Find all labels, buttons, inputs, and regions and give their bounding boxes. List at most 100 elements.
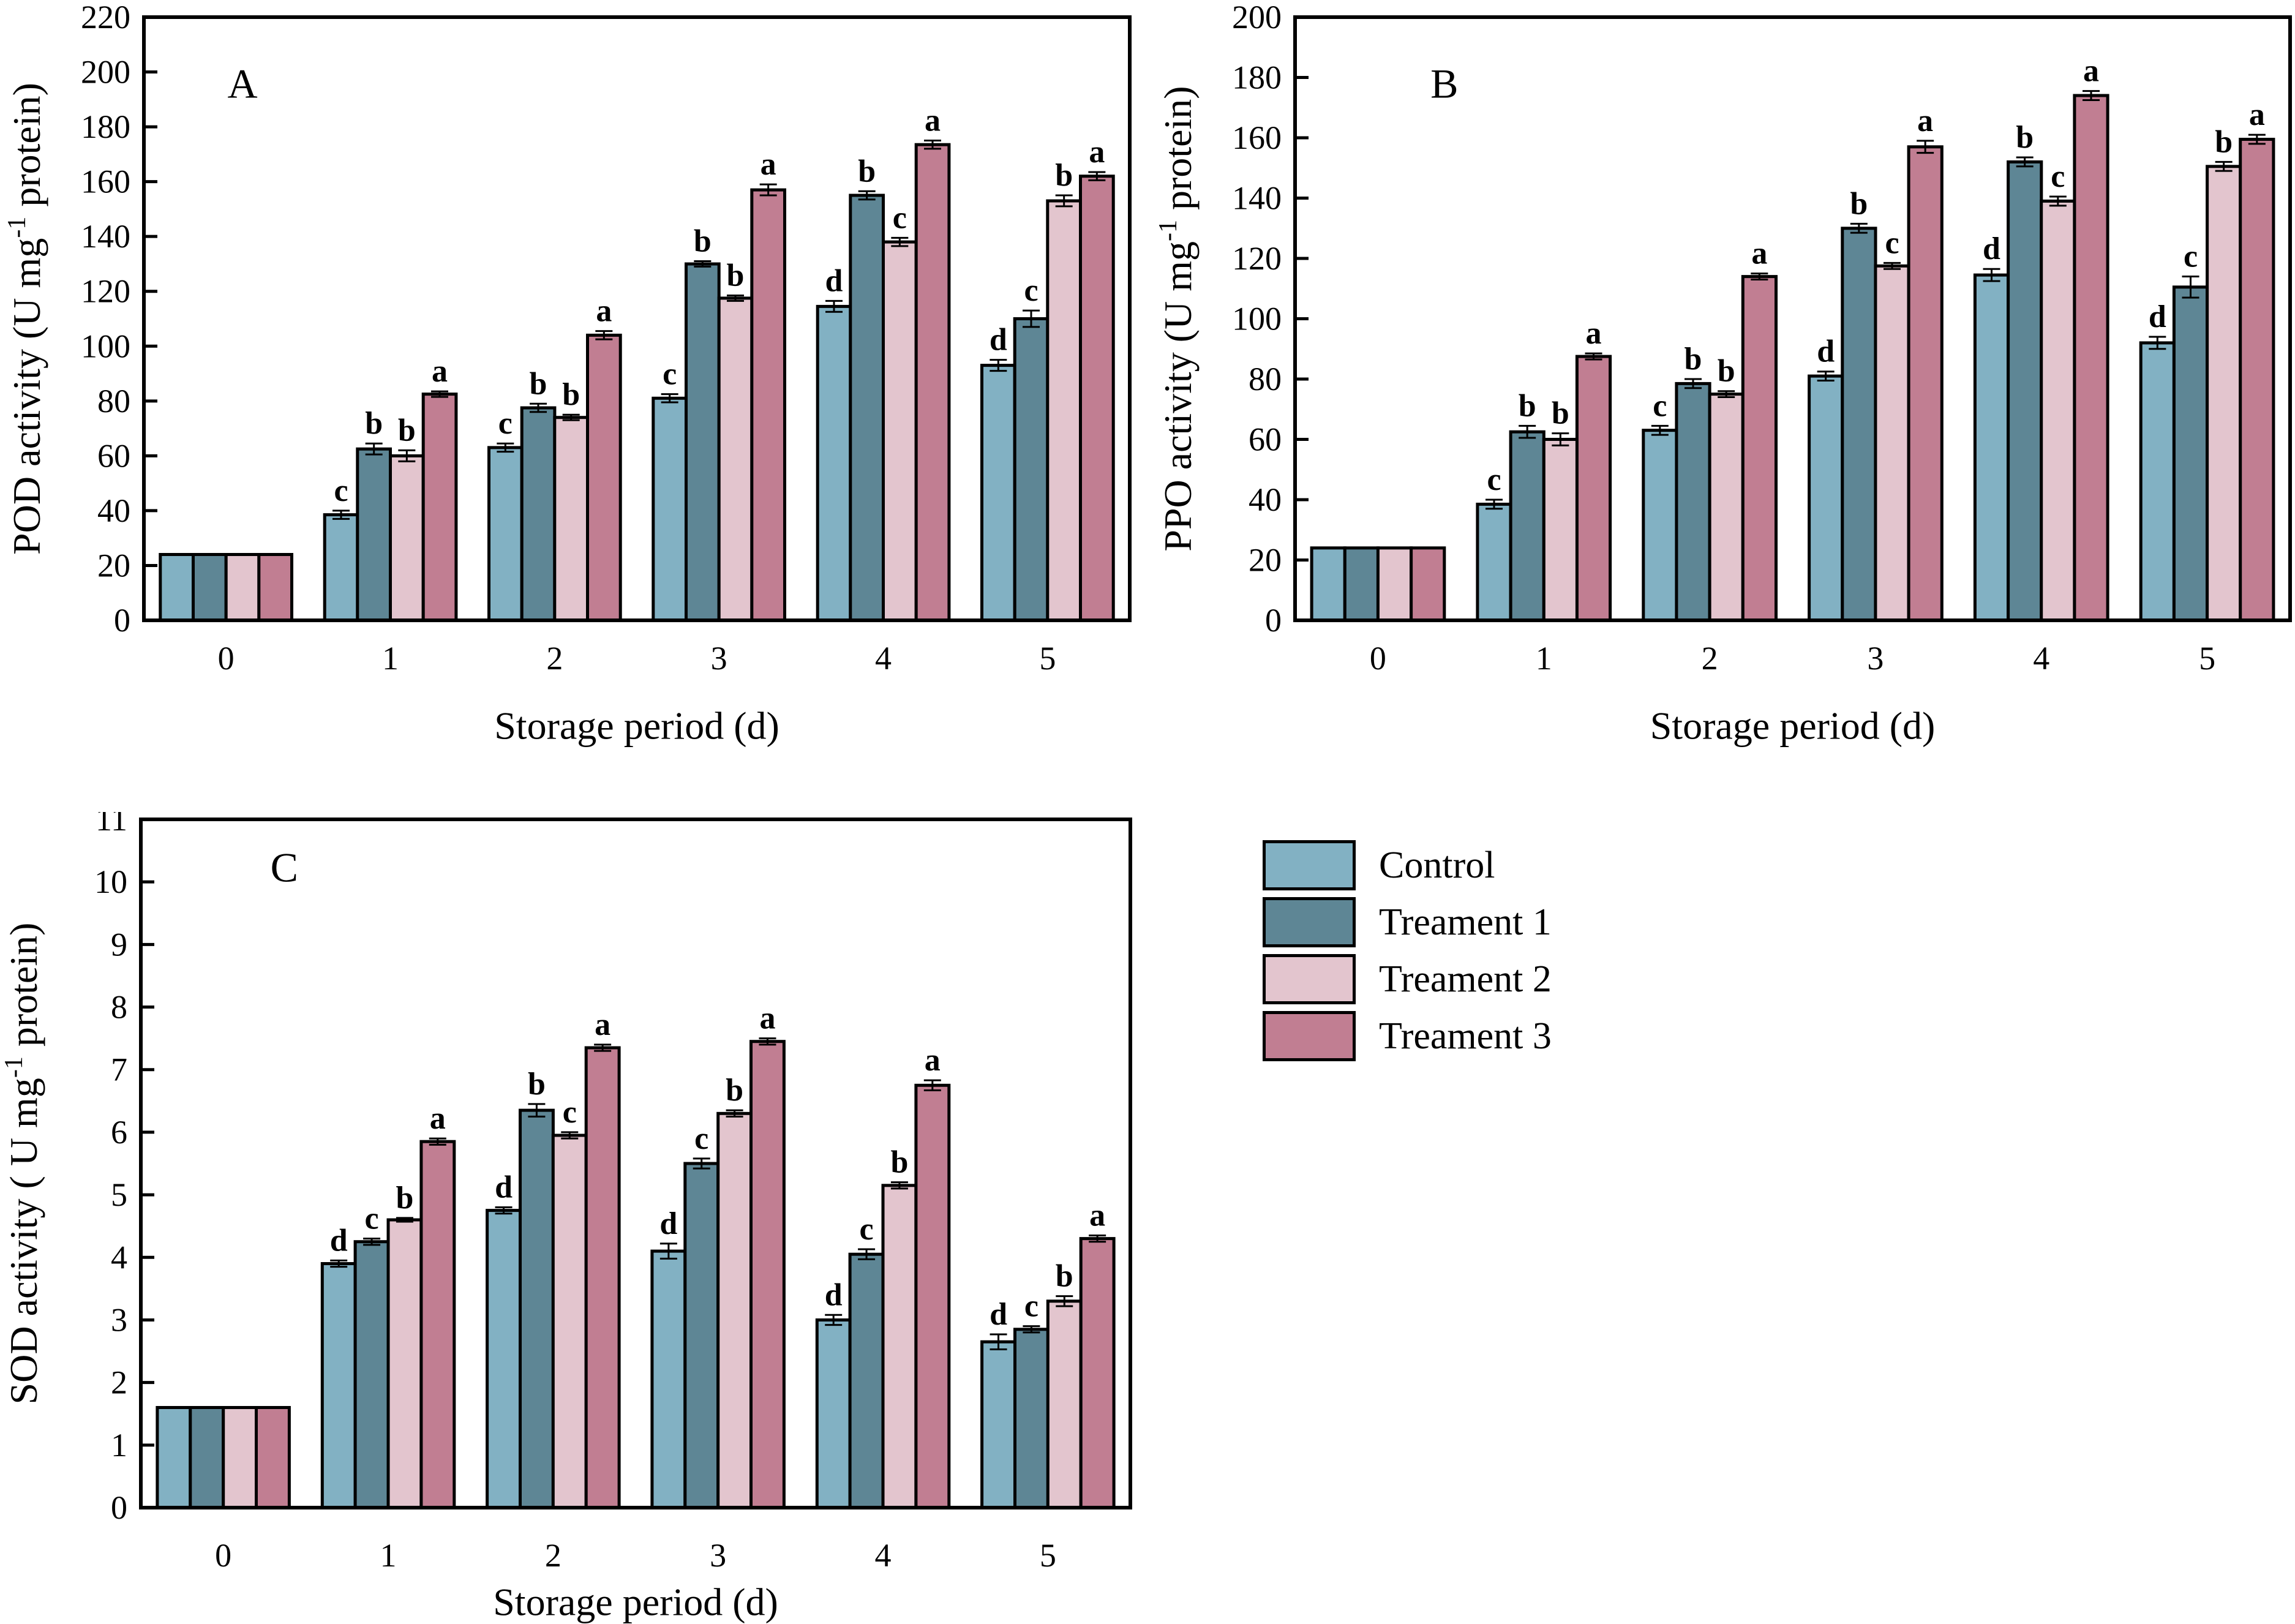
significance-letter: c bbox=[1653, 388, 1667, 423]
bar-C-day4-treament-1 bbox=[848, 1252, 885, 1509]
significance-letter: a bbox=[1586, 316, 1602, 351]
y-tick-label: 0 bbox=[114, 602, 130, 639]
bar-C-day5-treament-2 bbox=[1046, 1299, 1083, 1509]
significance-letter: d bbox=[990, 323, 1007, 358]
significance-letter: a bbox=[925, 1043, 941, 1078]
y-axis-title: POD activity (U mg-1 protein) bbox=[3, 83, 48, 555]
bar-A-day1-treament-1 bbox=[356, 447, 392, 622]
y-tick-label: 220 bbox=[81, 0, 130, 36]
bar-C-day3-treament-3 bbox=[749, 1040, 786, 1509]
significance-letter: d bbox=[330, 1223, 348, 1258]
bar-A-day3-treament-3 bbox=[750, 188, 787, 622]
x-tick-label: 4 bbox=[2033, 640, 2049, 677]
y-tick-label: 10 bbox=[94, 863, 127, 900]
x-tick-label: 4 bbox=[875, 640, 892, 677]
bar-B-day4-treament-2 bbox=[2040, 199, 2076, 622]
bar-C-day1-treament-1 bbox=[353, 1240, 390, 1509]
y-tick-label: 180 bbox=[1232, 59, 1282, 96]
y-tick-label: 80 bbox=[97, 383, 130, 419]
significance-letter: d bbox=[1983, 231, 2000, 266]
bar-C-day4-treament-3 bbox=[914, 1083, 951, 1509]
significance-letter: d bbox=[2149, 299, 2166, 334]
significance-letter: b bbox=[1055, 158, 1073, 193]
pod-bar-chart: cccddbbbbcbbbcbaaaaa02040608010012014016… bbox=[3, 0, 1132, 748]
legend-item-treament-2: Treament 2 bbox=[1263, 954, 1552, 1004]
significance-letter: a bbox=[432, 354, 448, 389]
y-tick-label: 3 bbox=[111, 1301, 127, 1338]
significance-letter: c bbox=[860, 1212, 874, 1247]
bar-A-day2-treament-2 bbox=[553, 416, 589, 622]
bar-A-day1-control bbox=[323, 513, 359, 622]
x-tick-label: 5 bbox=[2199, 640, 2215, 677]
x-tick-label: 5 bbox=[1039, 640, 1056, 677]
significance-letter: c bbox=[563, 1095, 577, 1130]
significance-letter: b bbox=[890, 1145, 908, 1180]
y-tick-label: 180 bbox=[81, 108, 130, 145]
legend-item-treament-3: Treament 3 bbox=[1263, 1011, 1552, 1061]
bar-C-day3-control bbox=[650, 1249, 687, 1509]
bar-C-day1-control bbox=[320, 1262, 357, 1509]
panel-letter: A bbox=[227, 60, 257, 107]
bar-B-day2-treament-3 bbox=[1741, 275, 1778, 622]
y-tick-label: 100 bbox=[81, 328, 130, 364]
y-tick-label: 0 bbox=[1265, 602, 1282, 639]
significance-letter: b bbox=[530, 366, 547, 401]
bar-A-day2-control bbox=[487, 446, 524, 622]
significance-letter: c bbox=[2184, 239, 2198, 274]
bar-A-day3-treament-2 bbox=[717, 296, 754, 622]
significance-letter: d bbox=[1817, 334, 1835, 369]
legend-swatch-icon bbox=[1263, 1011, 1356, 1061]
x-tick-label: 3 bbox=[1867, 640, 1884, 677]
bar-B-day0-treament-3 bbox=[1410, 546, 1446, 622]
bar-C-day3-treament-2 bbox=[716, 1111, 753, 1509]
y-tick-label: 140 bbox=[1232, 180, 1282, 217]
bar-B-day4-treament-3 bbox=[2073, 94, 2109, 622]
significance-letter: a bbox=[1751, 236, 1767, 271]
significance-letter: a bbox=[2083, 54, 2099, 89]
bar-B-day1-treament-2 bbox=[1542, 438, 1579, 622]
significance-letter: b bbox=[694, 224, 712, 259]
bar-A-day5-treament-2 bbox=[1046, 199, 1083, 622]
y-tick-label: 6 bbox=[111, 1114, 127, 1151]
plot-frame bbox=[139, 818, 1132, 1509]
bar-C-day5-treament-1 bbox=[1013, 1328, 1050, 1509]
x-axis-title: Storage period (d) bbox=[493, 1581, 778, 1624]
x-tick-label: 3 bbox=[710, 1537, 726, 1574]
y-tick-label: 200 bbox=[81, 54, 130, 91]
significance-letter: b bbox=[1850, 186, 1868, 221]
significance-letter: b bbox=[727, 258, 745, 293]
bar-A-day2-treament-1 bbox=[520, 406, 557, 622]
y-tick-label: 140 bbox=[81, 218, 130, 255]
bar-A-day4-control bbox=[816, 304, 852, 622]
legend-label: Treament 3 bbox=[1379, 1015, 1552, 1057]
significance-letter: a bbox=[925, 103, 941, 138]
bar-C-day0-treament-2 bbox=[222, 1406, 258, 1509]
bar-B-day0-control bbox=[1310, 546, 1347, 622]
significance-letter: b bbox=[396, 1181, 413, 1216]
bar-B-day2-control bbox=[1642, 429, 1678, 622]
bar-B-day0-treament-2 bbox=[1376, 546, 1413, 622]
y-tick-label: 1 bbox=[111, 1427, 127, 1464]
bar-B-day5-treament-3 bbox=[2239, 138, 2275, 622]
bar-B-day1-control bbox=[1476, 502, 1512, 622]
significance-letter: b bbox=[1519, 388, 1536, 423]
panel-ppo-chart: c c d d d b b b b c b b c c b a a a a a 0 20 40 60 80 100 120 140 16… bbox=[1148, 0, 2295, 812]
bar-B-day2-treament-1 bbox=[1675, 382, 1711, 622]
significance-letter: c bbox=[1487, 462, 1501, 497]
bar-A-day3-treament-1 bbox=[685, 262, 721, 622]
significance-letter: c bbox=[694, 1121, 708, 1156]
significance-letter: b bbox=[1056, 1259, 1073, 1294]
y-tick-label: 160 bbox=[1232, 119, 1282, 156]
x-tick-label: 5 bbox=[1040, 1537, 1056, 1574]
y-tick-label: 11 bbox=[96, 812, 127, 838]
significance-letter: c bbox=[2051, 159, 2065, 194]
bar-A-day2-treament-3 bbox=[586, 333, 622, 622]
significance-letter: c bbox=[893, 200, 907, 235]
bar-A-day0-treament-3 bbox=[257, 553, 293, 622]
bar-A-day5-control bbox=[980, 364, 1016, 622]
bar-B-day1-treament-3 bbox=[1575, 355, 1612, 622]
bar-A-day4-treament-1 bbox=[849, 194, 885, 622]
panel-letter: B bbox=[1430, 60, 1458, 107]
y-tick-label: 20 bbox=[1249, 542, 1282, 579]
